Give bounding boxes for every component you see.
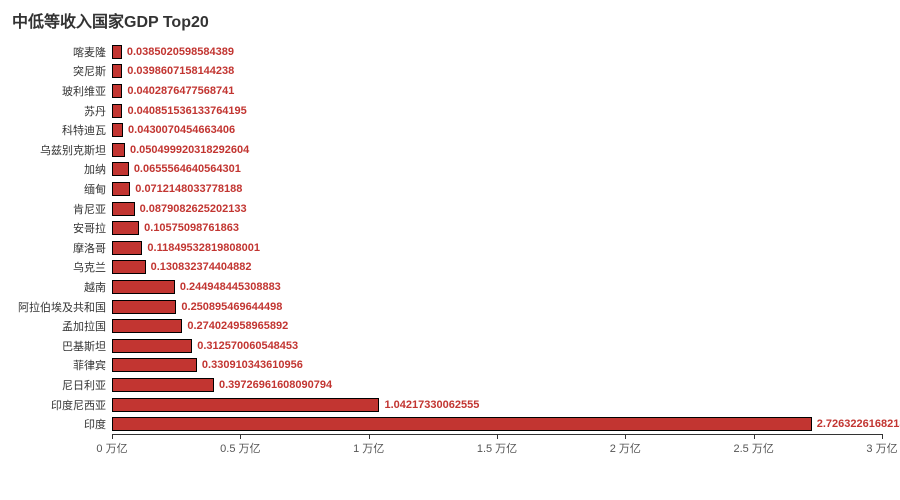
bar-value-label: 0.250895469644498 [175, 301, 282, 313]
bar[interactable]: 0.0385020598584389 [112, 45, 122, 59]
y-axis-label: 越南 [84, 279, 112, 295]
y-axis-label: 喀麦隆 [73, 44, 112, 60]
y-axis-label: 摩洛哥 [73, 240, 112, 256]
bar-value-label: 0.39726961608090794 [213, 379, 332, 391]
y-axis-label: 乌兹别克斯坦 [40, 142, 112, 158]
y-axis-label: 印度尼西亚 [51, 397, 112, 413]
x-axis-tick [240, 434, 241, 439]
bar-value-label: 0.244948445308883 [174, 281, 281, 293]
chart-title: 中低等收入国家GDP Top20 [12, 8, 209, 32]
x-axis-label: 0.5 万亿 [220, 440, 260, 456]
bar-value-label: 0.0879082625202133 [134, 203, 247, 215]
bar-value-label: 0.050499920318292604 [124, 144, 249, 156]
y-axis-label: 巴基斯坦 [62, 338, 112, 354]
bar-value-label: 0.0430070454663406 [122, 124, 235, 136]
y-axis-label: 印度 [84, 416, 112, 432]
x-axis-label: 2.5 万亿 [733, 440, 773, 456]
bar[interactable]: 0.11849532819808001 [112, 241, 142, 255]
y-axis-label: 安哥拉 [73, 220, 112, 236]
bar-value-label: 0.0385020598584389 [121, 46, 234, 58]
bar[interactable]: 0.0402876477568741 [112, 84, 122, 98]
bar-value-label: 0.274024958965892 [181, 320, 288, 332]
bar-value-label: 0.040851536133764195 [121, 105, 246, 117]
plot-area: 0 万亿0.5 万亿1 万亿1.5 万亿2 万亿2.5 万亿3 万亿喀麦隆0.0… [112, 42, 882, 456]
y-axis-label: 科特迪瓦 [62, 122, 112, 138]
y-axis-label: 菲律宾 [73, 357, 112, 373]
bar-value-label: 0.130832374404882 [145, 261, 252, 273]
bar-value-label: 2.72632261682131 [811, 418, 900, 430]
bar-value-label: 0.0655564640564301 [128, 163, 241, 175]
bar[interactable]: 0.0712148033778188 [112, 182, 130, 196]
bar[interactable]: 0.250895469644498 [112, 300, 176, 314]
y-axis-label: 乌克兰 [73, 259, 112, 275]
bar[interactable]: 0.312570060548453 [112, 339, 192, 353]
y-axis-label: 肯尼亚 [73, 201, 112, 217]
bar-value-label: 1.04217330062555 [378, 399, 479, 411]
y-axis-label: 尼日利亚 [62, 377, 112, 393]
bar-value-label: 0.0712148033778188 [129, 183, 242, 195]
x-axis-label: 2 万亿 [610, 440, 641, 456]
bar[interactable]: 0.39726961608090794 [112, 378, 214, 392]
y-axis-label: 突尼斯 [73, 63, 112, 79]
y-axis-label: 阿拉伯埃及共和国 [18, 299, 112, 315]
y-axis-label: 缅甸 [84, 181, 112, 197]
bar-value-label: 0.312570060548453 [191, 340, 298, 352]
bar[interactable]: 0.10575098761863 [112, 221, 139, 235]
x-axis-label: 0 万亿 [96, 440, 127, 456]
bar[interactable]: 0.130832374404882 [112, 260, 146, 274]
x-axis-tick [497, 434, 498, 439]
chart-root: 中低等收入国家GDP Top20 0 万亿 0.5 万亿 1 万亿 1.5 万亿 2 万… [0, 0, 900, 500]
bar-value-label: 0.11849532819808001 [141, 242, 260, 254]
bar[interactable]: 0.274024958965892 [112, 319, 182, 333]
bar-value-label: 0.0398607158144238 [121, 65, 234, 77]
y-axis-label: 玻利维亚 [62, 83, 112, 99]
bar-value-label: 0.0402876477568741 [121, 85, 234, 97]
x-axis-tick [625, 434, 626, 439]
bar-value-label: 0.330910343610956 [196, 359, 303, 371]
bar[interactable]: 0.330910343610956 [112, 358, 197, 372]
bar[interactable]: 0.050499920318292604 [112, 143, 125, 157]
x-axis-label: 1 万亿 [353, 440, 384, 456]
bar[interactable]: 0.0430070454663406 [112, 123, 123, 137]
y-axis-label: 加纳 [84, 161, 112, 177]
bar-value-label: 0.10575098761863 [138, 222, 239, 234]
bar[interactable]: 1.04217330062555 [112, 398, 379, 412]
bar[interactable]: 0.0655564640564301 [112, 162, 129, 176]
y-axis-label: 孟加拉国 [62, 318, 112, 334]
bar[interactable]: 0.0879082625202133 [112, 202, 135, 216]
bar[interactable]: 0.244948445308883 [112, 280, 175, 294]
y-axis-label: 苏丹 [84, 103, 112, 119]
x-axis-tick [369, 434, 370, 439]
x-axis-label: 1.5 万亿 [477, 440, 517, 456]
bar[interactable]: 2.72632261682131 [112, 417, 812, 431]
bar[interactable]: 0.0398607158144238 [112, 64, 122, 78]
x-axis-tick [882, 434, 883, 439]
x-axis-tick [754, 434, 755, 439]
x-axis-label: 3 万亿 [866, 440, 897, 456]
x-axis-tick [112, 434, 113, 439]
bar[interactable]: 0.040851536133764195 [112, 104, 122, 118]
